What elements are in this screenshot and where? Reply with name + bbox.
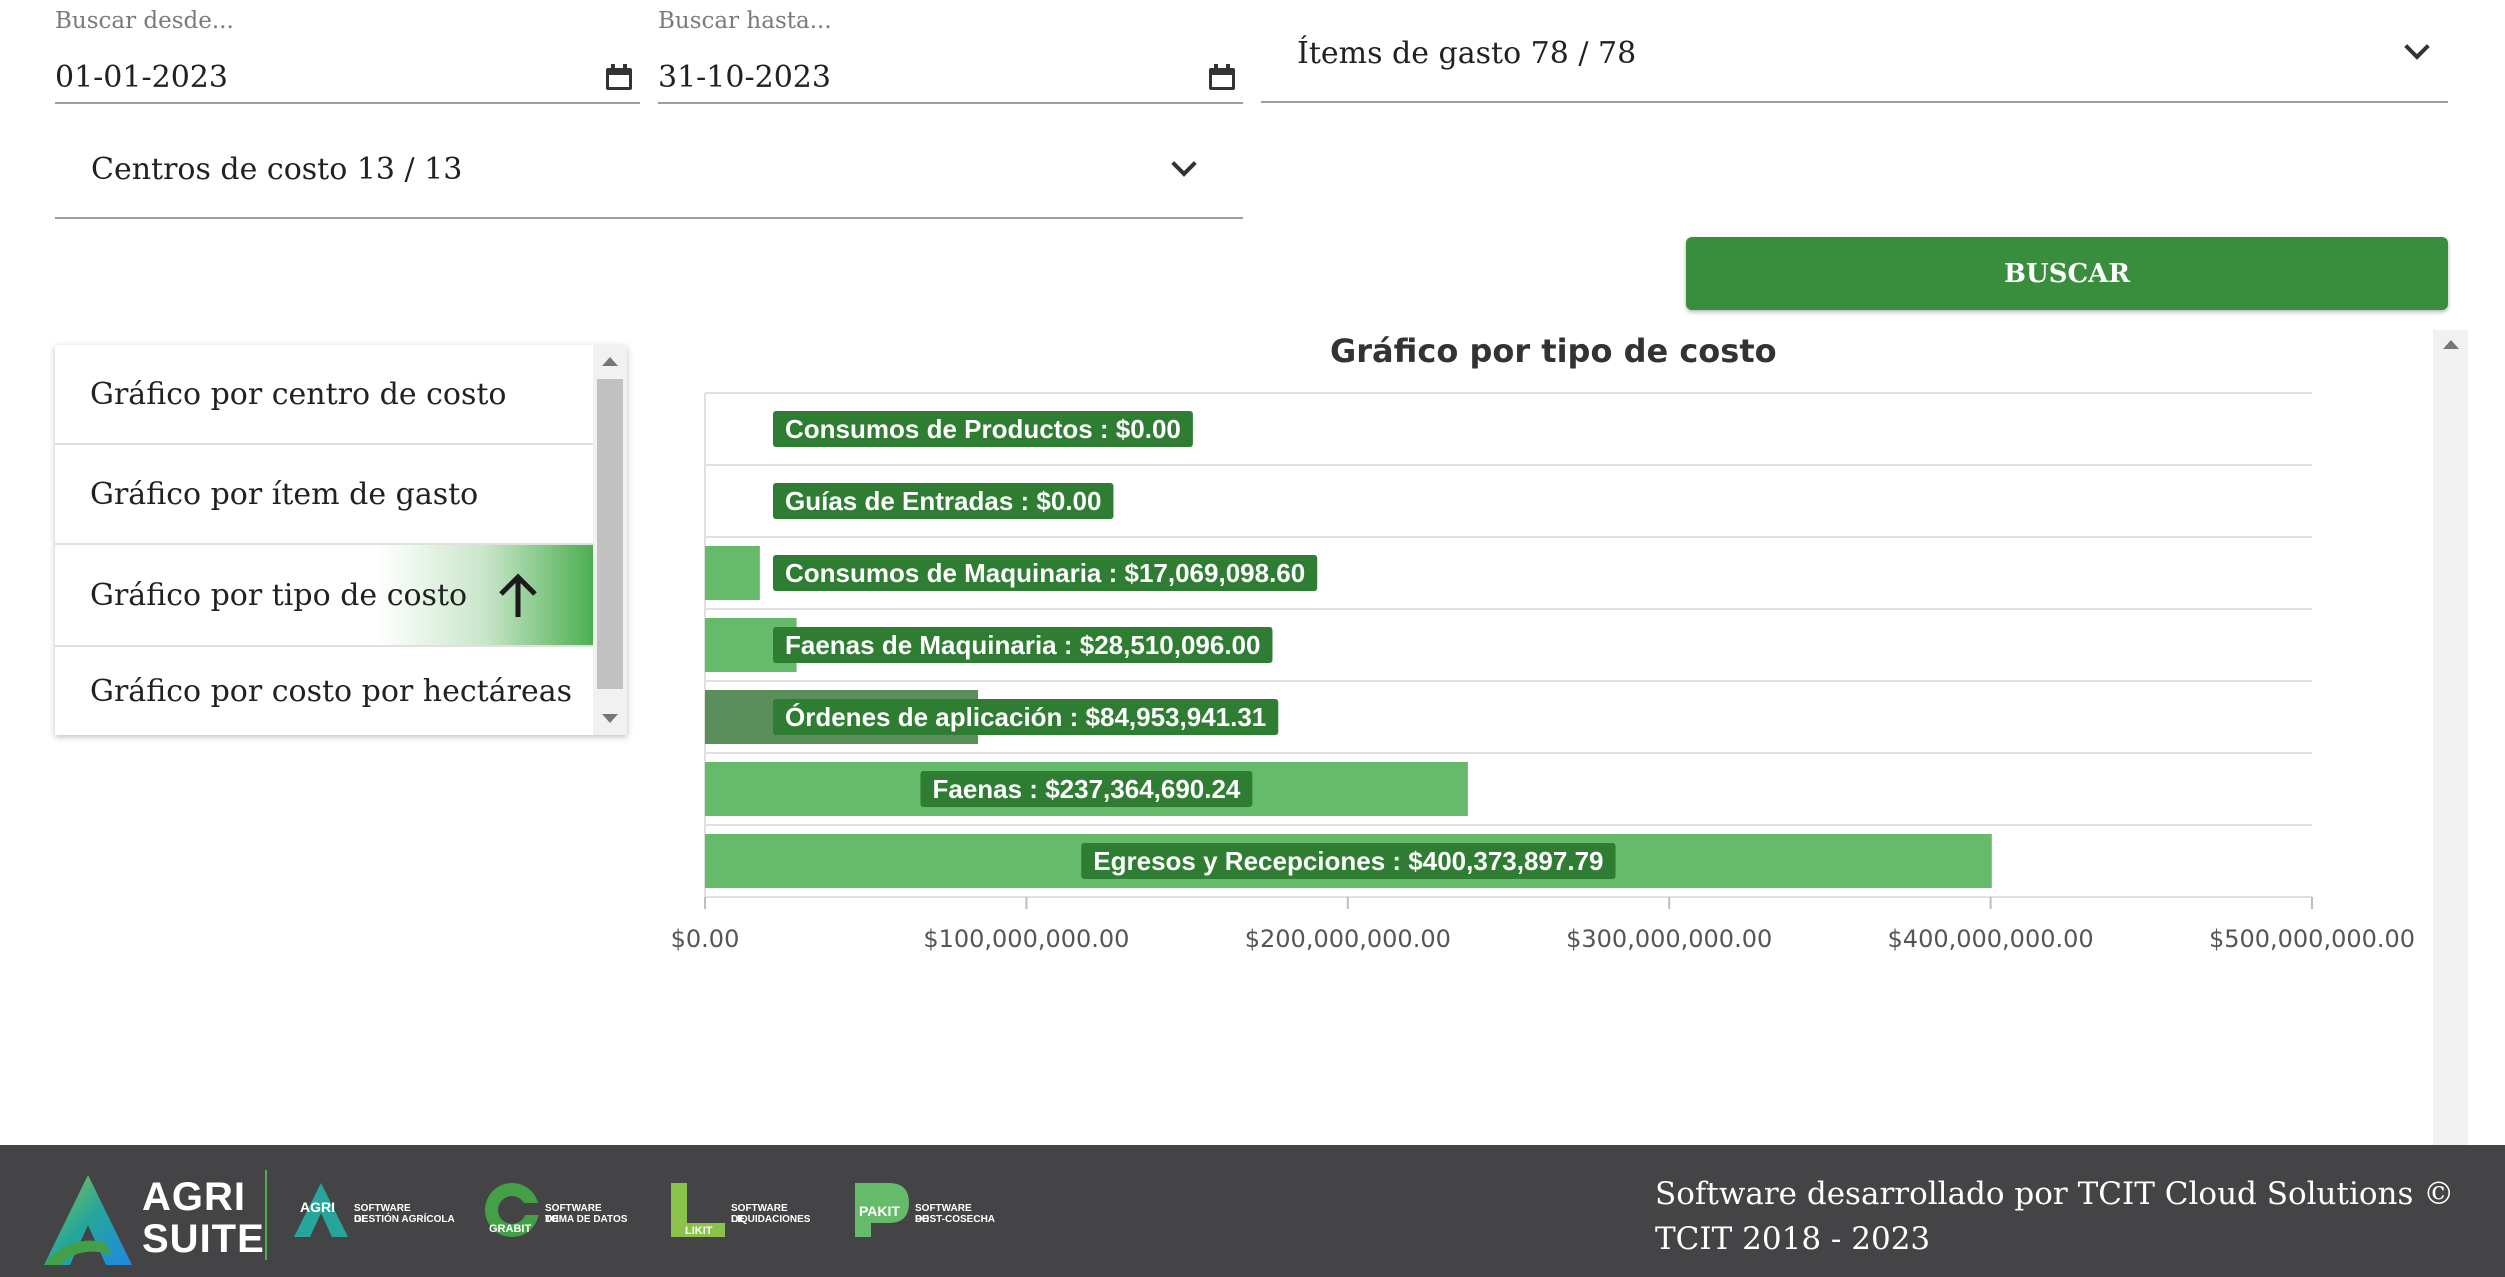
menu-item-label: Gráfico por costo por hectáreas (90, 673, 572, 709)
scroll-down-icon[interactable] (602, 714, 618, 723)
x-tick-label: $0.00 (671, 925, 740, 953)
data-label: Órdenes de aplicación : $84,953,941.31 (773, 699, 1279, 735)
date-from-underline (55, 102, 640, 104)
data-label-bg (920, 771, 1253, 807)
centers-select[interactable]: Centros de costo 13 / 13 (55, 115, 1243, 219)
data-label-bg (1081, 843, 1616, 879)
pakit-line2: POST-COSECHA (915, 1214, 996, 1225)
x-tick-label: $100,000,000.00 (923, 925, 1129, 953)
x-tick-label: $300,000,000.00 (1566, 925, 1772, 953)
data-label-text: Guías de Entradas : $0.00 (785, 486, 1101, 516)
agri-mark: AGRI (300, 1199, 335, 1215)
data-label: Egresos y Recepciones : $400,373,897.79 (1081, 843, 1616, 879)
data-label-bg (773, 411, 1193, 447)
data-label: Faenas : $237,364,690.24 (920, 771, 1253, 807)
date-to-underline (658, 102, 1243, 104)
x-tick-label: $200,000,000.00 (1245, 925, 1451, 953)
data-label-text: Consumos de Productos : $0.00 (785, 414, 1181, 444)
centers-select-value: Centros de costo 13 / 13 (91, 152, 463, 187)
data-label-text: Faenas : $237,364,690.24 (932, 774, 1240, 804)
menu-item-expense-item[interactable]: Gráfico por ítem de gasto (55, 445, 593, 545)
brand-line1: AGRI (142, 1175, 246, 1219)
menu-scrollbar[interactable] (593, 345, 627, 735)
menu-item-label: Gráfico por ítem de gasto (90, 476, 479, 512)
x-tick-label: $500,000,000.00 (2209, 925, 2415, 953)
menu-item-cost-type[interactable]: Gráfico por tipo de costo (55, 545, 593, 647)
date-from-label: Buscar desde... (55, 8, 234, 34)
data-label-text: Consumos de Maquinaria : $17,069,098.60 (785, 558, 1305, 588)
data-label: Faenas de Maquinaria : $28,510,096.00 (773, 627, 1273, 663)
x-tick-label: $400,000,000.00 (1888, 925, 2094, 953)
data-label-bg (773, 699, 1279, 735)
scroll-up-icon[interactable] (2443, 340, 2459, 349)
pakit-line1: SOFTWARE DE (915, 1203, 972, 1225)
agri-line2: GESTIÓN AGRÍCOLA (354, 1214, 455, 1225)
agrisuite-logo-icon (44, 1175, 132, 1265)
date-from-field[interactable]: Buscar desde... 01-01-2023 (55, 8, 640, 104)
items-select-value: Ítems de gasto 78 / 78 (1297, 36, 1637, 71)
data-label-text: Órdenes de aplicación : $84,953,941.31 (785, 702, 1266, 732)
items-select-underline (1261, 101, 2448, 103)
date-to-label: Buscar hasta... (658, 8, 832, 34)
date-from-value[interactable]: 01-01-2023 (55, 60, 228, 95)
data-label: Consumos de Productos : $0.00 (773, 411, 1193, 447)
data-label-bg (773, 483, 1114, 519)
grabit-line2: TOMA DE DATOS (545, 1214, 628, 1225)
cost-type-chart: $0.00 $100,000,000.00 $200,000,000.00 $300,… (671, 392, 2415, 953)
menu-item-cost-center[interactable]: Gráfico por centro de costo (55, 345, 593, 445)
date-to-field[interactable]: Buscar hasta... 31-10-2023 (658, 8, 1243, 104)
bar (705, 546, 760, 600)
items-select[interactable]: Ítems de gasto 78 / 78 (1261, 0, 2448, 103)
grabit-line1: SOFTWARE DE (545, 1203, 602, 1225)
date-to-value[interactable]: 31-10-2023 (658, 60, 831, 95)
pakit-mark: PAKIT (859, 1203, 900, 1219)
likit-logo-icon (671, 1183, 725, 1237)
agri-logo-icon (294, 1183, 348, 1237)
scroll-up-icon[interactable] (602, 357, 618, 366)
content-scrollbar[interactable] (2433, 330, 2468, 1145)
data-label-bg (773, 555, 1318, 591)
agri-line1: SOFTWARE DE (354, 1203, 411, 1225)
footer-credit: Software desarrollado por TCIT Cloud Sol… (1655, 1176, 2455, 1257)
data-label-text: Egresos y Recepciones : $400,373,897.79 (1093, 846, 1603, 876)
chart-title: Gráfico por tipo de costo (1330, 332, 1777, 370)
menu-item-label: Gráfico por centro de costo (90, 376, 507, 412)
chart-type-menu: Gráfico por centro de costo Gráfico por … (55, 345, 627, 735)
menu-item-cost-per-hectare[interactable]: Gráfico por costo por hectáreas (55, 647, 593, 735)
menu-scroll-thumb[interactable] (597, 379, 623, 689)
footer: AGRI SUITE AGRI SOFTWARE DE GESTIÓN AGRÍ… (0, 1145, 2505, 1277)
likit-line2: LIQUIDACIONES (731, 1214, 811, 1225)
grabit-logo-icon (485, 1183, 540, 1237)
search-button[interactable]: BUSCAR (1686, 237, 2448, 310)
likit-mark: LIKIT (685, 1225, 713, 1237)
data-label-text: Faenas de Maquinaria : $28,510,096.00 (785, 630, 1260, 660)
calendar-icon[interactable] (1209, 64, 1235, 90)
likit-line1: SOFTWARE DE (731, 1203, 788, 1225)
pakit-logo-icon (855, 1183, 909, 1237)
grabit-mark: GRABIT (489, 1223, 532, 1235)
arrow-up-icon (499, 573, 537, 617)
data-label: Guías de Entradas : $0.00 (773, 483, 1114, 519)
centers-select-underline (55, 217, 1243, 219)
brand-line2: SUITE (142, 1217, 265, 1261)
menu-item-label: Gráfico por tipo de costo (90, 577, 468, 613)
data-label-bg (773, 627, 1273, 663)
calendar-icon[interactable] (606, 64, 632, 90)
footer-separator (265, 1170, 267, 1260)
data-label: Consumos de Maquinaria : $17,069,098.60 (773, 555, 1318, 591)
